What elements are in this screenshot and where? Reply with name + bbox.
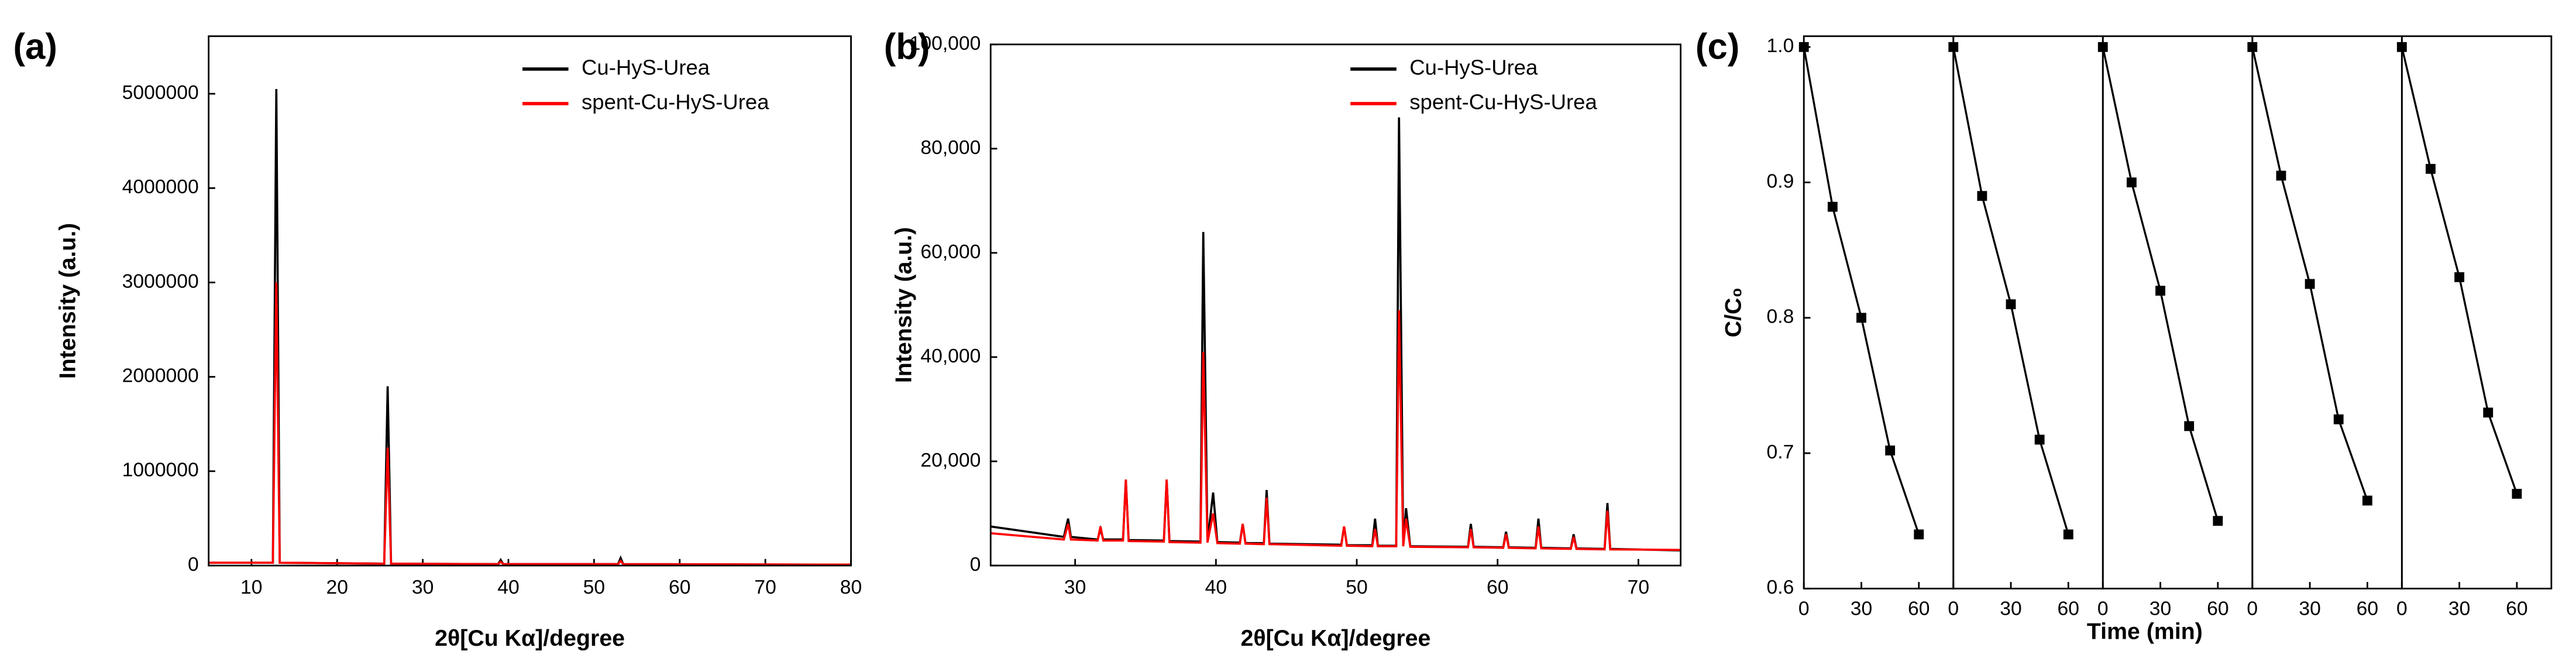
y-axis-label: Intensity (a.u.): [54, 223, 80, 379]
data-point: [2063, 529, 2073, 540]
y-tick-label: 4000000: [122, 176, 199, 198]
y-tick-label: 40,000: [920, 345, 981, 367]
x-tick-label: 60: [1487, 577, 1508, 598]
data-point: [2127, 177, 2137, 187]
data-point: [2512, 489, 2522, 499]
data-point: [2483, 407, 2494, 418]
y-tick-label: 0.8: [1767, 306, 1794, 328]
x-tick-label: 60: [1908, 598, 1930, 620]
data-point: [2184, 421, 2195, 431]
x-tick-label: 30: [1064, 577, 1086, 598]
panel-label: (c): [1695, 27, 1740, 67]
x-tick-label: 30: [2448, 598, 2470, 620]
x-tick-label: 10: [240, 577, 262, 598]
x-tick-label: 60: [2357, 598, 2378, 620]
x-tick-label: 30: [2299, 598, 2320, 620]
plot-frame: [2400, 35, 2553, 590]
data-point: [1827, 201, 1838, 212]
y-axis-label: Intensity (a.u.): [891, 227, 917, 383]
x-tick-label: 50: [1346, 577, 1367, 598]
y-tick-label: 100,000: [910, 33, 981, 54]
y-tick-label: 1000000: [122, 460, 199, 481]
legend-label: spent-Cu-HyS-Urea: [1409, 90, 1597, 114]
y-tick-label: 0.6: [1767, 577, 1794, 598]
data-line: [1952, 47, 2069, 535]
x-tick-label: 20: [326, 577, 348, 598]
y-tick-label: 1.0: [1767, 35, 1794, 57]
data-line: [1803, 47, 1920, 535]
y-tick-label: 0: [970, 554, 981, 575]
data-point: [2276, 170, 2286, 181]
plot-frame: [2102, 35, 2254, 590]
data-point: [2362, 495, 2372, 506]
y-tick-label: 20,000: [920, 450, 981, 471]
x-tick-label: 0: [1798, 598, 1810, 620]
data-line: [208, 89, 851, 566]
y-tick-label: 2000000: [122, 365, 199, 387]
data-point: [2006, 299, 2016, 310]
x-tick-label: 40: [1205, 577, 1227, 598]
data-point: [2213, 516, 2223, 526]
plot-frame: [1803, 35, 1955, 590]
x-tick-label: 50: [583, 577, 605, 598]
x-axis-label: 2θ[Cu Kα]/degree: [1240, 625, 1430, 651]
x-tick-label: 30: [1851, 598, 1872, 620]
x-tick-label: 40: [497, 577, 519, 598]
x-tick-label: 60: [2058, 598, 2079, 620]
x-axis-label: 2θ[Cu Kα]/degree: [435, 625, 625, 651]
data-point: [2454, 272, 2465, 282]
data-point: [2426, 164, 2436, 174]
data-line: [2102, 46, 2219, 522]
plot-frame: [1952, 35, 2104, 590]
data-line: [2251, 46, 2368, 501]
x-tick-label: 60: [2207, 598, 2228, 620]
x-tick-label: 80: [840, 577, 862, 598]
y-tick-label: 60,000: [920, 241, 981, 263]
data-point: [1856, 313, 1866, 323]
data-point: [2155, 286, 2165, 296]
x-tick-label: 60: [2506, 598, 2527, 620]
data-point: [1977, 191, 1987, 201]
x-tick-label: 30: [2149, 598, 2171, 620]
x-tick-label: 60: [669, 577, 690, 598]
plot-frame: [2251, 35, 2403, 590]
data-point: [2034, 434, 2045, 445]
y-tick-label: 80,000: [920, 137, 981, 159]
data-line: [2400, 46, 2518, 495]
x-tick-label: 0: [2247, 598, 2258, 620]
data-point: [2333, 414, 2344, 424]
x-tick-label: 30: [2000, 598, 2021, 620]
x-tick-label: 0: [2396, 598, 2408, 620]
data-line: [990, 117, 1681, 552]
legend-label: Cu-HyS-Urea: [1409, 56, 1538, 80]
data-line: [208, 282, 851, 566]
y-tick-label: 0.7: [1767, 441, 1794, 463]
data-line: [990, 310, 1681, 551]
panel-label: (b): [884, 27, 930, 67]
x-tick-label: 0: [2097, 598, 2109, 620]
panel-label: (a): [13, 27, 57, 67]
y-axis-label: C/C₀: [1721, 287, 1746, 337]
data-point: [2305, 279, 2315, 289]
data-point: [1885, 446, 1896, 455]
data-point: [1914, 529, 1924, 540]
x-tick-label: 70: [754, 577, 776, 598]
legend-label: Cu-HyS-Urea: [582, 56, 710, 80]
plot-frame: [208, 35, 852, 567]
x-tick-label: 30: [412, 577, 434, 598]
y-tick-label: 0: [188, 554, 199, 575]
plot-frame: [989, 43, 1682, 567]
y-tick-label: 5000000: [122, 82, 199, 104]
legend-label: spent-Cu-HyS-Urea: [582, 90, 769, 114]
y-tick-label: 3000000: [122, 270, 199, 292]
x-tick-label: 70: [1628, 577, 1649, 598]
y-tick-label: 0.9: [1767, 170, 1794, 192]
x-axis-label: Time (min): [2087, 619, 2203, 645]
x-tick-label: 0: [1948, 598, 1959, 620]
